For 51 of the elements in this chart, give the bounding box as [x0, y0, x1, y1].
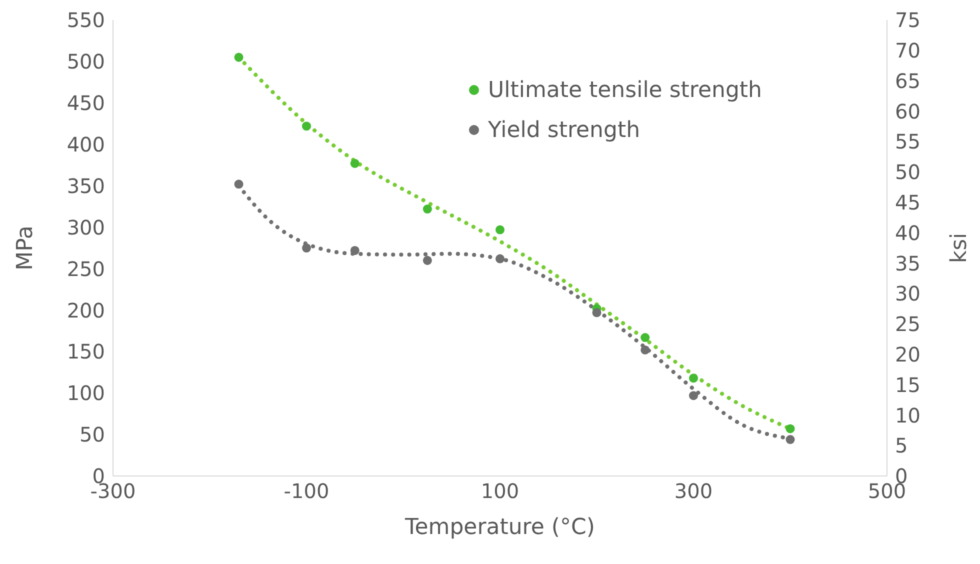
point: [640, 345, 650, 354]
y2-tick-label: 65: [895, 68, 920, 93]
y-tick-label: 200: [66, 298, 105, 322]
legend-label: Yield strength: [488, 118, 640, 142]
y-axis-title: MPa: [12, 226, 38, 270]
point: [688, 391, 698, 400]
y-tick-label: 550: [66, 8, 105, 32]
point: [640, 333, 650, 342]
point: [350, 158, 360, 168]
y2-tick-label: 40: [895, 220, 920, 245]
y2-tick-label: 75: [895, 8, 920, 32]
y2-tick-label: 45: [895, 190, 920, 214]
y2-tick-label: 35: [895, 251, 920, 276]
y-tick-label: 150: [66, 340, 105, 364]
point: [688, 374, 698, 383]
point: [234, 52, 244, 62]
y-tick-label: 100: [66, 381, 105, 406]
y2-tick-label: 20: [895, 342, 920, 366]
point: [786, 435, 795, 444]
x-tick-label: -100: [284, 479, 330, 504]
y2-tick-label: 15: [895, 372, 920, 397]
y2-tick-label: 70: [895, 38, 920, 62]
point: [495, 254, 505, 264]
y-tick-label: 500: [66, 50, 105, 74]
y2-tick-label: 55: [895, 130, 920, 154]
point: [786, 424, 795, 434]
y-tick-label: 50: [80, 422, 105, 447]
legend-label: Ultimate tensile strength: [488, 78, 762, 102]
y2-tick-label: 5: [895, 434, 908, 458]
y2-axis-title: ksi: [946, 232, 972, 264]
point: [422, 204, 432, 214]
x-tick-label: 300: [674, 479, 713, 504]
point: [495, 225, 505, 234]
y-tick-label: 300: [66, 215, 105, 240]
x-axis-title: Temperature (°C): [404, 515, 595, 540]
point: [302, 243, 312, 253]
point: [234, 180, 244, 189]
y-tick-label: 400: [66, 132, 105, 156]
point: [350, 246, 360, 255]
y-tick-label: 250: [66, 256, 105, 281]
y-tick-label: 350: [66, 174, 105, 198]
y2-tick-label: 25: [895, 312, 920, 336]
y-tick-label: 450: [66, 91, 105, 116]
point: [422, 256, 432, 265]
y2-tick-label: 50: [895, 160, 920, 184]
point: [592, 308, 602, 318]
x-tick-label: 100: [480, 479, 520, 504]
y2-tick-label: 30: [895, 282, 920, 306]
y2-tick-label: 60: [895, 99, 920, 124]
point: [302, 122, 312, 131]
y2-tick-label: 10: [895, 403, 920, 428]
